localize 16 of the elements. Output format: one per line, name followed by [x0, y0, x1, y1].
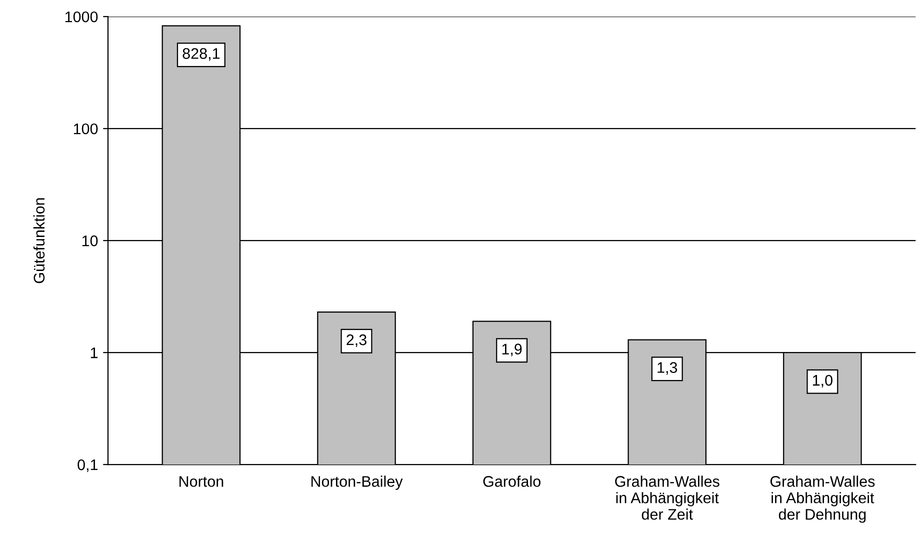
x-tick-label: Graham-Walles in Abhängigkeit der Dehnung: [770, 476, 875, 523]
y-tick-label: 1: [90, 348, 98, 358]
data-label: 2,3: [346, 334, 366, 348]
y-tick-label: 10: [82, 235, 98, 246]
x-tick-label: Norton: [180, 476, 224, 487]
y-tick-label: 100: [74, 123, 98, 134]
data-label: 828,1: [182, 48, 220, 61]
data-label: 1,3: [658, 362, 678, 375]
x-tick-label: Norton-Bailey: [311, 476, 403, 490]
data-label: 1,9: [502, 344, 522, 356]
y-tick-label: 1000: [65, 11, 98, 22]
x-tick-label: Graham-Walles in Abhängigkeit der Zeit: [615, 476, 720, 520]
x-tick-label: Garofalo: [483, 476, 540, 487]
data-label: 1,0: [812, 374, 832, 388]
y-axis-title: Gütefunktion: [33, 198, 45, 284]
y-tick-label: 0,1: [78, 459, 98, 472]
